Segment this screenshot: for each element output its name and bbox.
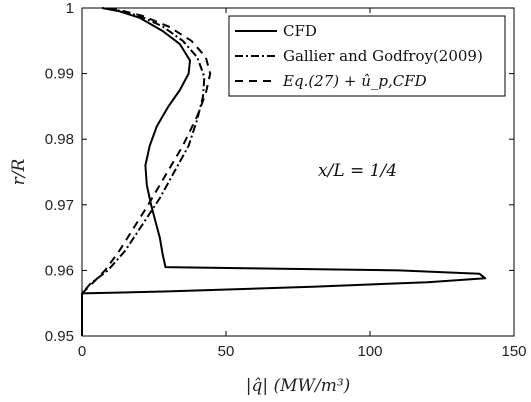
x-tick-label: 50 (218, 343, 235, 360)
legend-entry-cfd: CFD (283, 22, 317, 40)
x-tick-label: 0 (78, 343, 86, 360)
ticks: 0 50 100 150 0.95 0.96 0.97 0.98 0.99 1 (45, 0, 527, 360)
series-layer (81, 7, 487, 336)
annotation-x-over-l: x/L = 1/4 (318, 161, 397, 181)
x-tick-label: 150 (501, 343, 526, 360)
y-tick-label: 0.96 (45, 262, 74, 279)
y-tick-label: 0.99 (45, 66, 74, 83)
series-line-gallier (81, 7, 206, 336)
series-line-eq27 (81, 7, 212, 336)
legend: CFD Gallier and Godfroy(2009) Eq.(27) + … (228, 15, 506, 97)
series-line-cfd (81, 7, 487, 336)
plot-area (81, 7, 515, 337)
x-axis-label: |q̂| (MW/m³) (246, 376, 351, 396)
legend-entry-eq27: Eq.(27) + û_p,CFD (282, 72, 427, 90)
legend-entry-gallier: Gallier and Godfroy(2009) (283, 47, 483, 65)
x-tick-label: 100 (357, 343, 382, 360)
plot-frame (81, 7, 515, 337)
y-tick-label: 0.97 (45, 197, 74, 214)
y-tick-label: 0.95 (45, 328, 74, 345)
y-tick-label: 0.98 (45, 131, 74, 148)
y-axis-label: r/R (9, 158, 29, 185)
y-tick-label: 1 (66, 0, 74, 17)
